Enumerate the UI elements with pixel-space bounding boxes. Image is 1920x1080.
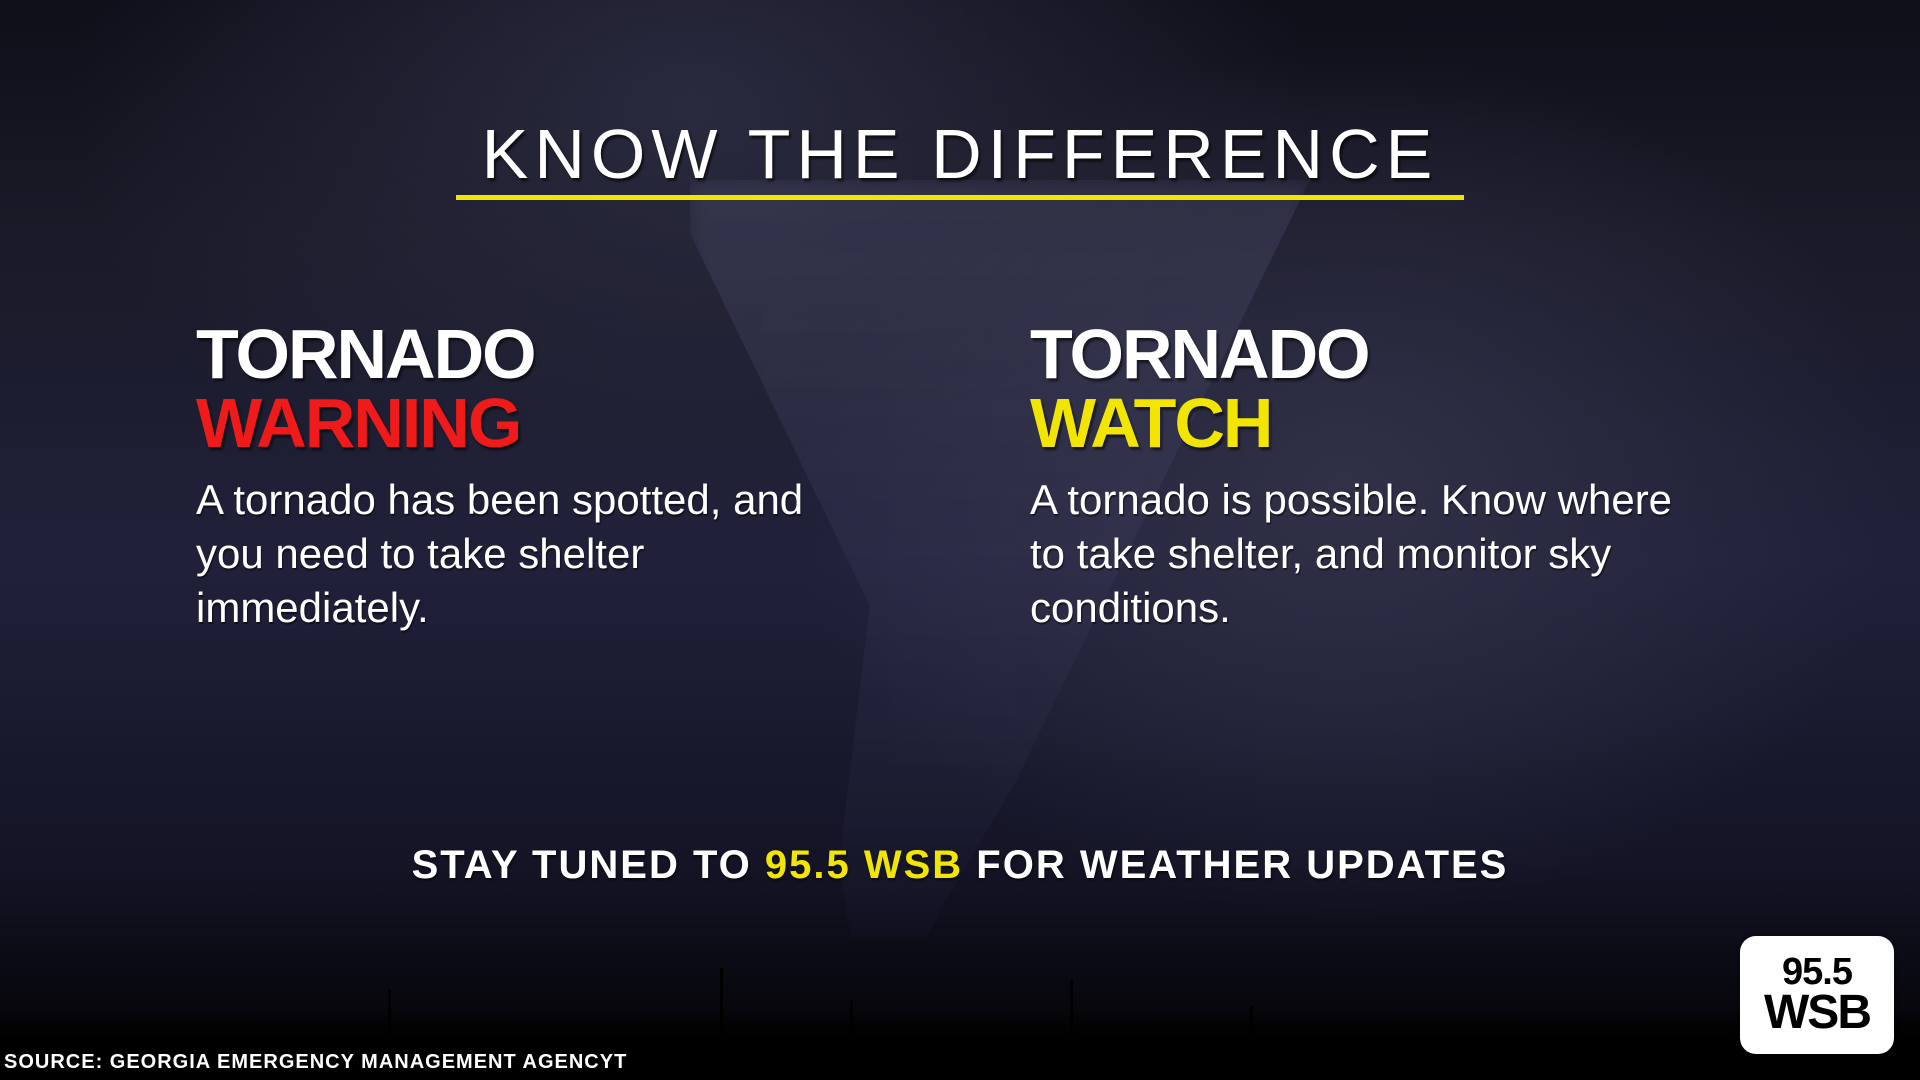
left-title-line1: TORNADO [196,320,956,389]
header-title: KNOW THE DIFFERENCE [482,114,1439,194]
cta-post: FOR WEATHER UPDATES [963,843,1508,887]
cta: STAY TUNED TO 95.5 WSB FOR WEATHER UPDAT… [0,843,1920,888]
logo-line1: 95.5 [1782,954,1852,990]
pole-silhouette [1070,980,1073,1050]
header-underline [456,195,1465,200]
right-body: A tornado is possible. Know where to tak… [1030,473,1710,634]
pole-silhouette [388,990,391,1050]
station-logo: 95.5 WSB [1740,936,1894,1054]
logo-line2: WSB [1764,990,1870,1036]
right-column: TORNADO WATCH A tornado is possible. Kno… [1030,320,1790,634]
left-column: TORNADO WARNING A tornado has been spott… [196,320,956,634]
columns: TORNADO WARNING A tornado has been spott… [196,320,1790,634]
header: KNOW THE DIFFERENCE [0,114,1920,200]
pole-silhouette [720,968,723,1050]
cta-pre: STAY TUNED TO [412,843,765,887]
cta-text: STAY TUNED TO 95.5 WSB FOR WEATHER UPDAT… [0,843,1920,888]
cta-highlight: 95.5 WSB [765,843,963,887]
right-title-line2: WATCH [1030,389,1790,458]
source-attribution: SOURCE: GEORGIA EMERGENCY MANAGEMENT AGE… [4,1051,627,1074]
left-body: A tornado has been spotted, and you need… [196,473,876,634]
pole-silhouette [850,1000,853,1050]
right-title-line1: TORNADO [1030,320,1790,389]
pole-silhouette [1250,1006,1253,1050]
left-title-line2: WARNING [196,389,956,458]
